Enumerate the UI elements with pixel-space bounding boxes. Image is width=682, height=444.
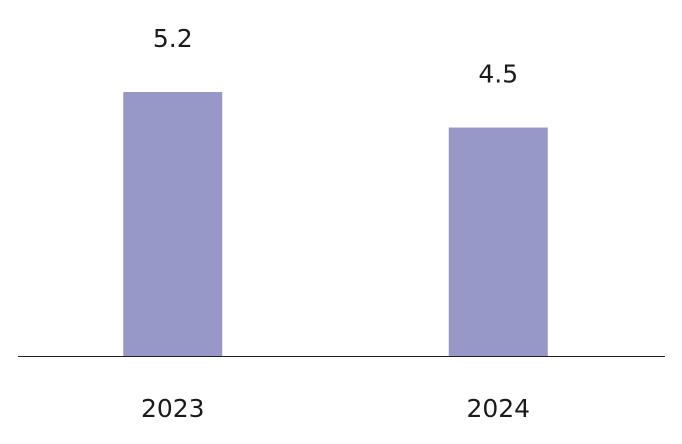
value-label: 4.5 bbox=[478, 60, 518, 89]
x-tick-label: 2024 bbox=[466, 394, 530, 423]
bar bbox=[123, 92, 223, 356]
value-label: 5.2 bbox=[153, 24, 193, 53]
bar bbox=[448, 127, 548, 357]
x-tick-label: 2023 bbox=[141, 394, 205, 423]
